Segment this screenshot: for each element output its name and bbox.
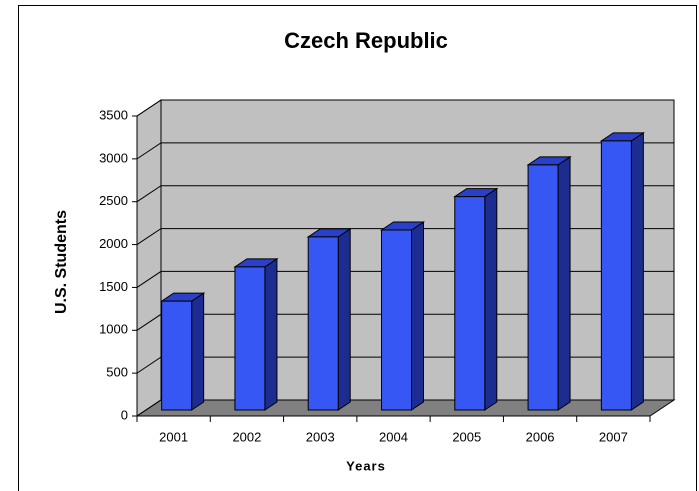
bar <box>599 131 646 411</box>
bar-front <box>234 266 266 411</box>
bar-front <box>454 196 486 411</box>
grid-line <box>136 270 674 288</box>
y-tick-label: 0 <box>121 407 128 422</box>
grid-line <box>136 228 674 245</box>
bar-side <box>191 292 205 411</box>
bar-side <box>484 187 498 411</box>
bar <box>233 257 279 411</box>
y-tick-label: 500 <box>106 365 128 380</box>
x-tick-label: 2007 <box>599 429 628 444</box>
y-tick-label: 3500 <box>99 107 128 122</box>
grid-line <box>136 185 674 203</box>
x-tick-label: 2003 <box>306 429 335 444</box>
bar <box>306 227 352 411</box>
y-tick-label: 1000 <box>99 322 128 337</box>
x-axis-title: Years <box>346 458 386 473</box>
x-tick-label: 2001 <box>159 429 188 444</box>
bar-side <box>630 131 644 411</box>
x-tick-label: 2004 <box>379 429 408 444</box>
side-wall <box>136 99 162 417</box>
bar-side <box>337 227 351 411</box>
bar-side <box>557 155 571 411</box>
x-tick-label: 2006 <box>526 429 555 444</box>
grid-line <box>136 99 674 117</box>
grid-line <box>136 399 674 417</box>
bar <box>159 292 206 411</box>
y-tick-label: 3000 <box>99 150 128 165</box>
bar-side <box>411 221 424 411</box>
x-tick-label: 2002 <box>232 429 261 444</box>
x-tick-label: 2005 <box>452 429 481 444</box>
chart-title: Czech Republic <box>284 28 448 53</box>
grid-line <box>136 142 674 160</box>
y-tick-label: 2500 <box>99 193 128 208</box>
y-tick-label: 1500 <box>99 279 128 294</box>
bar-front <box>161 300 193 411</box>
y-tick-label: 2000 <box>99 236 128 251</box>
grid-line <box>136 356 674 374</box>
bar-side <box>264 257 278 411</box>
bar-front <box>600 140 632 411</box>
bar-front <box>381 229 412 411</box>
bar <box>453 187 499 411</box>
bar-front <box>527 164 559 411</box>
y-axis-title: U.S. Students <box>53 210 70 314</box>
grid-line <box>136 313 674 331</box>
bar <box>526 155 572 411</box>
bar <box>379 221 426 411</box>
bar-front <box>307 236 339 411</box>
